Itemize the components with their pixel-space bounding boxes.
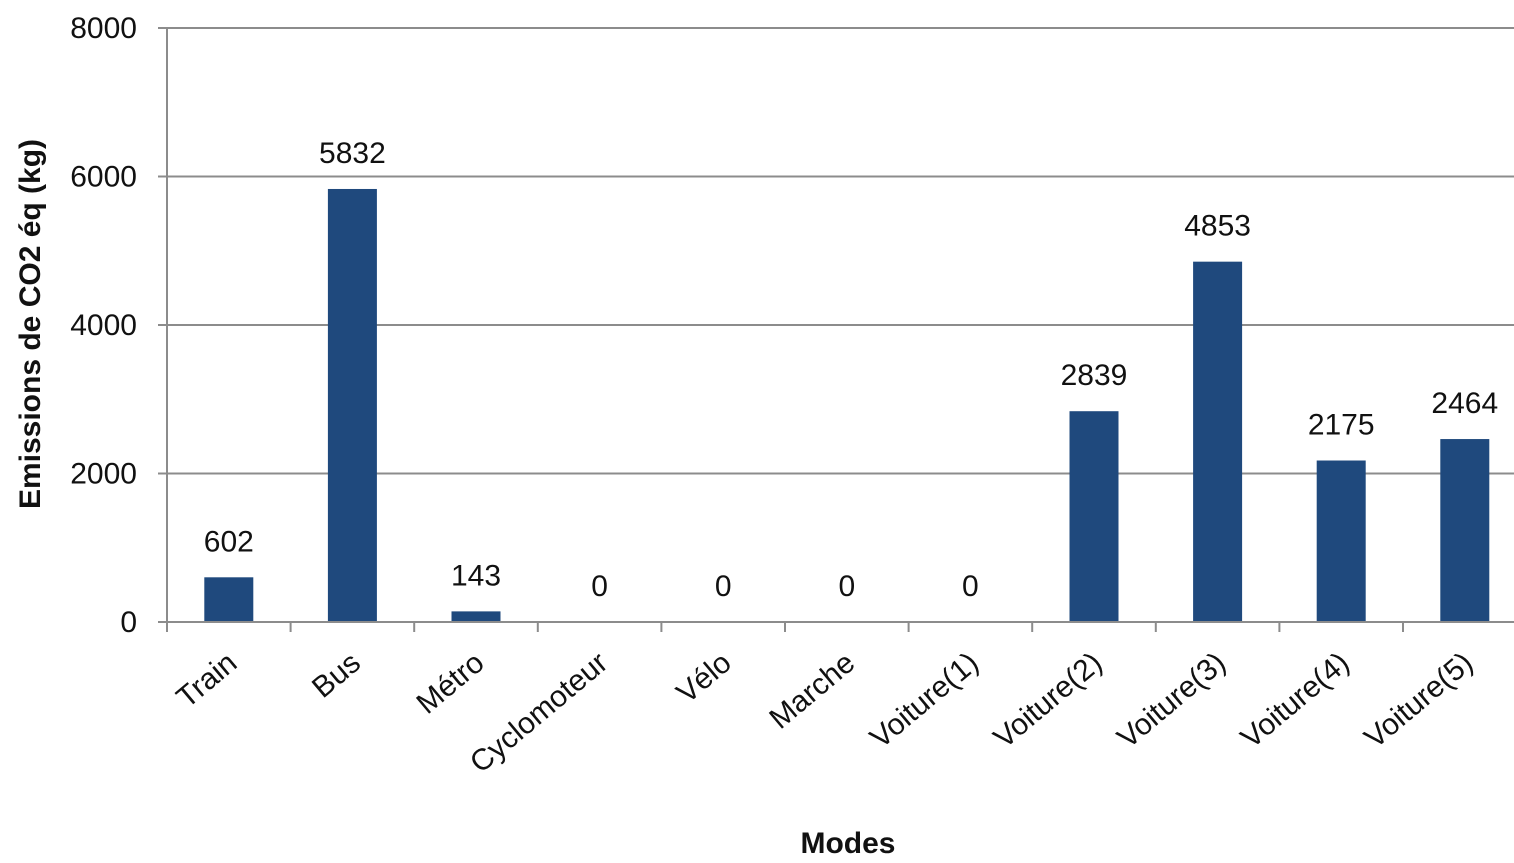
data-label: 2839 xyxy=(1061,359,1128,392)
x-tick-label: Métro xyxy=(411,646,491,721)
y-tick-label: 6000 xyxy=(70,161,137,194)
data-label: 602 xyxy=(204,525,254,558)
x-tick-label: Train xyxy=(171,646,244,715)
y-tick-label: 4000 xyxy=(70,309,137,342)
x-tick-label: Voiture(2) xyxy=(988,646,1109,755)
x-tick-label: Voiture(5) xyxy=(1358,646,1479,755)
data-label: 143 xyxy=(451,559,501,592)
data-label: 2175 xyxy=(1308,409,1375,442)
data-label: 2464 xyxy=(1431,387,1498,420)
x-tick-label: Bus xyxy=(306,646,367,705)
bar-voiture-4 xyxy=(1316,460,1366,622)
data-label: 0 xyxy=(838,570,855,603)
data-label: 5832 xyxy=(319,137,386,170)
data-labels: 602 5832 143 0 0 0 0 2839 4853 2175 2464 xyxy=(204,137,1498,603)
bar-voiture-2 xyxy=(1069,411,1119,622)
y-axis-title: Emissions de CO2 éq (kg) xyxy=(14,139,47,509)
y-tick-label: 8000 xyxy=(70,12,137,45)
x-tick-label: Marche xyxy=(763,646,861,736)
bar-voiture-3 xyxy=(1193,261,1243,622)
data-label: 0 xyxy=(591,570,608,603)
y-tick-label: 2000 xyxy=(70,458,137,491)
bar-train xyxy=(204,577,254,622)
x-tick-label: Cyclomoteur xyxy=(464,646,614,780)
gridlines xyxy=(167,27,1514,475)
data-label: 0 xyxy=(962,570,979,603)
bar-voiture-5 xyxy=(1440,439,1490,622)
data-label: 4853 xyxy=(1184,210,1251,243)
bar-bus xyxy=(327,188,377,622)
x-tick-label: Voiture(4) xyxy=(1235,646,1356,755)
bars xyxy=(204,188,1490,622)
x-axis-title: Modes xyxy=(800,827,895,858)
bar-m-tro xyxy=(451,611,501,622)
y-tick-labels: 0 2000 4000 6000 8000 xyxy=(70,12,137,639)
y-tick-label: 0 xyxy=(120,606,137,639)
data-label: 0 xyxy=(715,570,732,603)
axes xyxy=(158,27,1514,632)
x-tick-label: Voiture(3) xyxy=(1111,646,1232,755)
x-tick-label: Voiture(1) xyxy=(864,646,985,755)
x-tick-label: Vélo xyxy=(670,646,737,710)
